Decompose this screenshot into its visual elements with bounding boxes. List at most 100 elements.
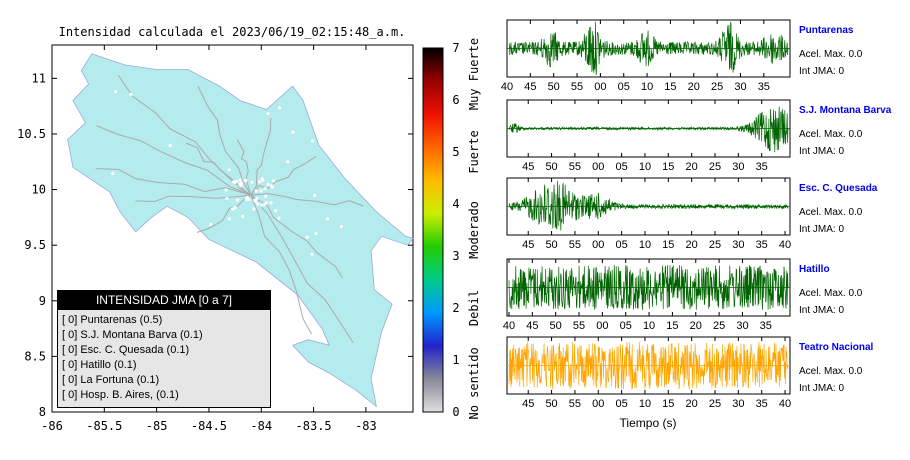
waveform	[508, 341, 789, 390]
colorbar-category-label: No sentido	[467, 347, 481, 419]
station-dot	[358, 140, 362, 145]
station-dot	[241, 214, 245, 218]
panel-tick-label: 25	[709, 239, 721, 251]
station-int: Int JMA: 0	[799, 224, 844, 235]
panel-tick-label: 15	[664, 81, 676, 93]
legend-row: [ 0] Esc. C. Quesada (0.1)	[62, 344, 190, 356]
colorbar-tick-label: 5	[452, 145, 459, 159]
intensity-colorbar	[422, 47, 444, 413]
legend-row: [ 0] La Fortuna (0.1)	[62, 374, 160, 386]
seismogram-panels: 40 45 50 55 00 05 10 15 20 25 30 35 Puntarenas Acel. …	[501, 19, 892, 410]
station-acel: Acel. Max. 0.0	[799, 207, 863, 218]
seismogram-panel: 45 50 55 00 05 10 15 20 25 30 35 40 Teatro Nacional A…	[506, 336, 873, 410]
legend-header: INTENSIDAD JMA [0 a 7]	[58, 291, 270, 310]
station-dot	[325, 217, 330, 221]
panel-tick-label: 15	[662, 398, 674, 410]
station-dot	[209, 222, 213, 226]
station-int: Int JMA: 0	[799, 383, 844, 394]
station-dot	[177, 276, 182, 281]
panel-tick-label: 35	[756, 239, 768, 251]
road	[250, 118, 272, 196]
station-dot	[359, 177, 363, 182]
station-dot	[233, 206, 237, 210]
station-dot	[247, 198, 251, 202]
map-y-tick-label: 9.5	[24, 238, 46, 252]
land-polygon	[67, 53, 414, 408]
road	[135, 194, 251, 203]
map-y-axis: 11 10.5 10 9.5 9 8.5 8	[17, 71, 413, 419]
station-dot	[291, 130, 295, 134]
station-dot	[254, 189, 258, 193]
panel-tick-label: 45	[522, 239, 534, 251]
road	[185, 142, 252, 196]
panel-tick-label: 30	[736, 320, 748, 332]
road	[95, 168, 251, 196]
station-dot	[263, 202, 267, 206]
panel-tick-label: 40	[779, 398, 791, 410]
road	[236, 139, 252, 196]
station-dot	[266, 112, 270, 116]
panel-tick-label: 40	[779, 239, 791, 251]
legend-row: [ 0] Hosp. B. Aires, (0.1)	[62, 389, 179, 401]
colorbar-tick-label: 6	[452, 93, 459, 107]
panel-tick-label: 10	[643, 320, 655, 332]
colorbar-category-label: Muy Fuerte	[467, 38, 481, 110]
panel-tick-label: 30	[732, 161, 744, 173]
time-axis-label: Tiempo (s)	[620, 416, 677, 430]
station-dot	[259, 189, 263, 193]
map-title: Intensidad calculada el 2023/06/19_02:15…	[59, 25, 406, 39]
station-dot	[277, 216, 281, 220]
station-dot	[255, 196, 259, 200]
panel-tick-label: 50	[545, 239, 557, 251]
map-y-tick-label: 9	[39, 294, 46, 308]
panel-tick-label: 55	[573, 320, 585, 332]
colorbar-ticks: 7 6 5 4 3 2 1 0	[452, 41, 459, 419]
station-dot	[313, 193, 317, 197]
seismogram-panel: 45 50 55 00 05 10 15 20 25 30 35 40 Esc. C. Quesada A…	[506, 177, 878, 251]
panel-tick-label: 15	[662, 239, 674, 251]
station-dot	[227, 217, 231, 221]
station-acel: Acel. Max. 0.0	[799, 129, 863, 140]
panel-tick-label: 10	[641, 81, 653, 93]
colorbar-tick-label: 7	[452, 41, 459, 55]
station-dot	[243, 178, 248, 183]
panel-tick-label: 30	[732, 239, 744, 251]
colorbar-tick-label: 3	[452, 249, 459, 263]
station-dot	[253, 199, 258, 203]
station-int: Int JMA: 0	[799, 305, 844, 316]
map-x-tick-label: -85.5	[86, 419, 122, 433]
station-dot	[119, 260, 123, 264]
station-dot	[286, 160, 290, 164]
seismogram-panel: 40 45 50 55 00 05 10 15 20 25 30 35 Puntarenas Acel. …	[501, 19, 863, 93]
colorbar-tick-label: 1	[452, 353, 459, 367]
panel-tick-label: 00	[592, 398, 604, 410]
panel-tick-label: 20	[686, 398, 698, 410]
road	[196, 194, 252, 233]
panel-tick-label: 50	[545, 161, 557, 173]
panel-tick-label: 45	[524, 81, 536, 93]
station-dot	[114, 90, 118, 94]
station-dot	[263, 187, 267, 191]
legend-row: [ 0] Hatillo (0.1)	[62, 359, 137, 371]
station-dot	[240, 181, 244, 185]
panel-tick-label: 15	[662, 161, 674, 173]
road	[197, 85, 252, 196]
panel-tick-label: 20	[686, 239, 698, 251]
panel-tick-label: 20	[688, 81, 700, 93]
map-y-tick-label: 8.5	[24, 349, 46, 363]
map-x-axis: -86 -85.5 -85 -84.5 -84 -83.5 -83	[41, 45, 377, 433]
panel-tick-label: 25	[711, 81, 723, 93]
station-dot	[256, 202, 260, 206]
panel-tick-label: 10	[639, 398, 651, 410]
station-name: Esc. C. Quesada	[799, 183, 878, 194]
station-acel: Acel. Max. 0.0	[799, 288, 863, 299]
panel-tick-label: 10	[639, 239, 651, 251]
station-dot	[305, 235, 309, 239]
station-dot	[233, 180, 237, 184]
legend-row: [ 0] Puntarenas (0.5)	[62, 314, 163, 326]
seismogram-panel: 40 45 50 55 00 05 10 15 20 25 30 35 Hatillo Acel. Max…	[503, 258, 863, 332]
panel-tick-label: 50	[545, 398, 557, 410]
panel-tick-label: 50	[548, 81, 560, 93]
panel-tick-label: 05	[615, 398, 627, 410]
